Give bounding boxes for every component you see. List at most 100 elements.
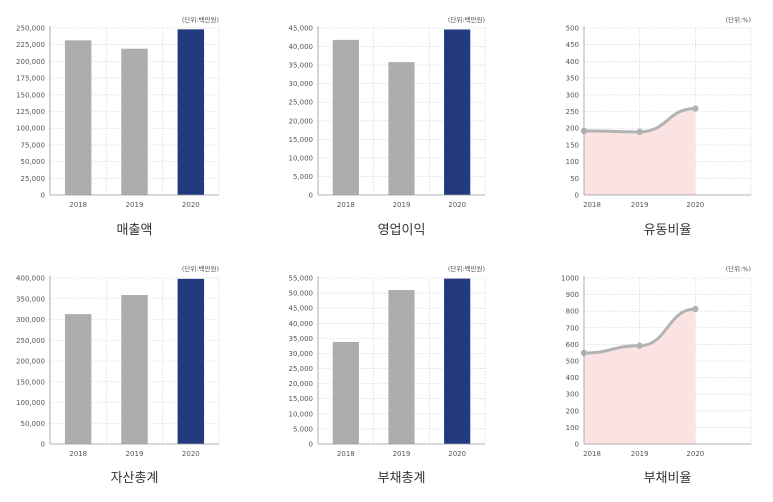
y-tick-label: 400,000 [16,275,45,283]
y-tick-label: 1000 [561,275,579,283]
chart-title: 영업이익 [378,223,426,238]
unit-label: (단위:%) [726,264,751,273]
y-tick-label: 25,000 [289,365,314,373]
x-tick-label: 2020 [182,450,200,458]
y-tick-label: 20,000 [289,380,314,388]
point-2019 [636,342,643,349]
x-tick-label: 2020 [686,201,704,209]
y-tick-label: 0 [309,441,313,449]
chart-0: 0 25,000 50,000 75,000 100,000 125,000 150,000… [16,15,220,238]
y-tick-label: 40,000 [289,43,314,51]
y-tick-label: 100 [566,158,579,166]
x-tick-label: 2019 [631,450,649,458]
y-tick-label: 300 [566,391,579,399]
bar-2020 [444,278,471,444]
point-2019 [636,128,643,136]
y-tick-label: 30,000 [289,80,314,88]
y-tick-label: 10,000 [289,154,314,162]
y-tick-label: 100,000 [16,125,45,133]
y-tick-label: 0 [575,192,579,200]
x-tick-label: 2019 [631,201,649,209]
y-tick-label: 50,000 [21,420,46,428]
x-tick-label: 2019 [126,450,144,458]
chart-3: 0 50,000 100,000 150,000 200,000 250,000 300,0… [16,264,220,486]
chart-2: 0 50 100 150 200 250 300 350 400 450 500 2018 2019 20… [566,15,752,238]
bar-2019 [388,62,415,195]
y-tick-label: 50,000 [289,290,314,298]
bar-2018 [64,314,92,444]
bar-2019 [121,295,148,444]
y-tick-label: 450 [566,41,579,49]
y-tick-label: 45,000 [289,25,314,33]
y-tick-label: 400 [566,374,579,382]
area-fill [584,309,696,444]
chart-5: 0 100 200 300 400 500 600 700 800 900 1000 2018 2019… [561,264,752,486]
y-tick-label: 0 [41,192,45,200]
chart-1: 0 5,000 10,000 15,000 20,000 25,000 30,000 35,0… [289,15,486,238]
x-tick-label: 2019 [393,450,411,458]
y-tick-label: 150,000 [16,91,45,99]
x-tick-label: 2018 [69,201,87,209]
x-tick-label: 2020 [448,201,466,209]
y-tick-label: 200 [566,125,579,133]
y-tick-label: 0 [575,441,579,449]
x-tick-label: 2018 [583,201,601,209]
y-tick-label: 500 [566,358,579,366]
chart-title: 자산총계 [111,471,159,486]
bar-2019 [388,290,415,444]
y-tick-label: 250,000 [16,337,45,345]
chart-title: 부채비율 [644,471,692,486]
point-2020 [692,305,699,313]
x-tick-label: 2018 [583,450,601,458]
bar-2020 [177,278,205,444]
x-tick-label: 2018 [69,450,87,458]
point-2020 [692,105,699,112]
unit-label: (단위:%) [726,15,751,24]
y-tick-label: 200,000 [16,58,45,66]
unit-label: (단위:백만원) [182,264,219,273]
x-tick-label: 2020 [686,450,704,458]
y-tick-label: 5,000 [293,425,313,433]
y-tick-label: 100,000 [16,399,45,407]
bar-2018 [64,40,92,195]
y-tick-label: 300 [566,91,579,99]
y-tick-label: 500 [566,25,579,33]
y-tick-label: 55,000 [289,275,314,283]
chart-title: 부채총계 [378,471,426,486]
y-tick-label: 50 [570,175,579,183]
y-tick-label: 0 [41,441,45,449]
x-tick-label: 2018 [337,201,355,209]
chart-title: 매출액 [117,223,153,238]
chart-title: 유동비율 [644,223,692,238]
unit-label: (단위:백만원) [182,15,219,24]
y-tick-label: 25,000 [289,99,314,107]
y-tick-label: 350,000 [16,295,45,303]
y-tick-label: 700 [566,324,579,332]
y-tick-label: 75,000 [21,141,46,149]
y-tick-label: 45,000 [289,305,314,313]
x-tick-label: 2019 [126,201,144,209]
x-tick-label: 2018 [337,450,355,458]
y-tick-label: 50,000 [21,158,46,166]
y-tick-label: 900 [566,291,579,299]
chart-4: 0 5,000 10,000 15,000 20,000 25,000 30,000 35,0… [289,264,486,486]
y-tick-label: 250 [566,108,579,116]
y-tick-label: 35,000 [289,62,314,70]
bar-2020 [177,29,205,196]
y-tick-label: 40,000 [289,320,314,328]
x-tick-label: 2020 [182,201,200,209]
y-tick-label: 300,000 [16,316,45,324]
x-tick-label: 2019 [393,201,411,209]
y-tick-label: 150,000 [16,378,45,386]
y-tick-label: 30,000 [289,350,314,358]
y-tick-label: 35,000 [289,335,314,343]
y-tick-label: 250,000 [16,25,45,33]
bar-2018 [332,39,359,196]
bar-2020 [444,29,471,196]
unit-label: (단위:백만원) [448,264,485,273]
y-tick-label: 800 [566,308,579,316]
y-tick-label: 0 [309,192,313,200]
y-tick-label: 600 [566,341,579,349]
y-tick-label: 150 [566,141,579,149]
